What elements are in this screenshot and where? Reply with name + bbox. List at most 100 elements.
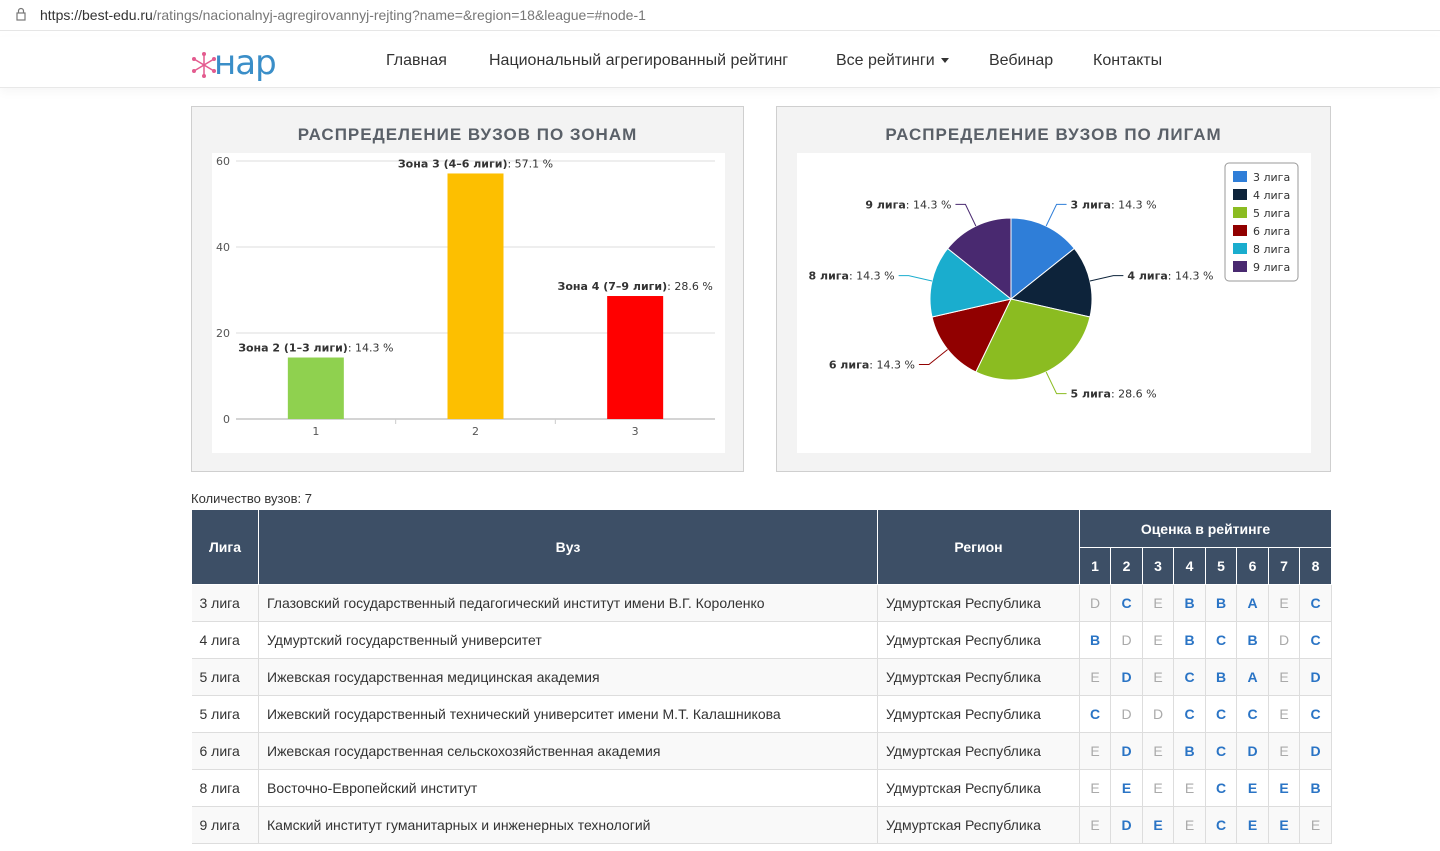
university-name-cell[interactable]: Восточно-Европейский институт xyxy=(258,769,878,807)
pie-slice[interactable] xyxy=(946,217,1012,301)
legend-swatch[interactable] xyxy=(1233,261,1247,272)
header-rating-col[interactable]: 2 xyxy=(1110,547,1143,585)
grade-cell: B xyxy=(1173,584,1206,622)
grade-value[interactable]: C xyxy=(1184,669,1195,685)
legend-label[interactable]: 3 лига xyxy=(1253,171,1290,184)
grade-value[interactable]: E xyxy=(1153,817,1163,833)
pie-slice[interactable] xyxy=(1009,247,1093,318)
grade-value[interactable]: D xyxy=(1310,743,1321,759)
header-region[interactable]: Регион xyxy=(877,509,1080,585)
legend-swatch[interactable] xyxy=(1233,225,1247,236)
bar[interactable] xyxy=(607,296,664,419)
header-rating-col[interactable]: 3 xyxy=(1142,547,1174,585)
pie-label-name: 3 лига xyxy=(1071,198,1111,211)
university-name-cell[interactable]: Ижевская государственная медицинская ака… xyxy=(258,658,878,696)
pie-data-label: 4 лига: 14.3 % xyxy=(1127,270,1213,283)
header-rating-col[interactable]: 5 xyxy=(1205,547,1237,585)
grade-value[interactable]: C xyxy=(1215,743,1227,759)
url-text[interactable]: https://best-edu.ru/ratings/nacionalnyj-… xyxy=(40,7,646,23)
grade-value[interactable]: E xyxy=(1247,780,1258,796)
legend-label[interactable]: 8 лига xyxy=(1253,243,1290,256)
bar-label-value: : 57.1 % xyxy=(507,157,553,170)
grade-cell: D xyxy=(1299,732,1333,770)
grade-value[interactable]: B xyxy=(1215,595,1227,611)
legend-label[interactable]: 9 лига xyxy=(1253,261,1290,274)
grade-cell: C xyxy=(1205,806,1237,844)
grade-value[interactable]: B xyxy=(1184,595,1195,611)
grade-value[interactable]: C xyxy=(1184,706,1195,722)
grade-value[interactable]: B xyxy=(1310,780,1321,796)
legend-label[interactable]: 5 лига xyxy=(1253,207,1290,220)
university-name-cell[interactable]: Камский институт гуманитарных и инженерн… xyxy=(258,806,878,844)
header-rating-col[interactable]: 1 xyxy=(1079,547,1111,585)
header-university[interactable]: Вуз xyxy=(258,509,878,585)
grade-value[interactable]: C xyxy=(1215,817,1227,833)
grade-value[interactable]: D xyxy=(1310,669,1321,685)
pie-data-label: 5 лига: 28.6 % xyxy=(1071,388,1157,401)
grade-value[interactable]: C xyxy=(1121,595,1132,611)
grade-value[interactable]: A xyxy=(1247,669,1258,685)
grade-value[interactable]: B xyxy=(1184,743,1195,759)
grade-value[interactable]: D xyxy=(1121,817,1132,833)
url-path: /ratings/nacionalnyj-agregirovannyj-rejt… xyxy=(152,7,646,23)
header-rating-col[interactable]: 4 xyxy=(1173,547,1206,585)
pie-slice[interactable] xyxy=(1010,217,1076,301)
nav-contacts[interactable]: Контакты xyxy=(1093,52,1163,69)
grade-value[interactable]: D xyxy=(1121,669,1132,685)
pie-slice[interactable] xyxy=(975,298,1091,381)
grade-cell: B xyxy=(1173,732,1206,770)
nav-home[interactable]: Главная xyxy=(386,52,447,69)
grade-value[interactable]: B xyxy=(1247,632,1258,648)
grade-value[interactable]: E xyxy=(1247,817,1258,833)
address-bar[interactable]: https://best-edu.ru/ratings/nacionalnyj-… xyxy=(0,0,1440,31)
legend-swatch[interactable] xyxy=(1233,171,1247,182)
grade-value[interactable]: D xyxy=(1247,743,1258,759)
grade-value[interactable]: A xyxy=(1247,595,1258,611)
grade-value[interactable]: C xyxy=(1215,780,1227,796)
university-name-cell[interactable]: Удмуртский государственный университет xyxy=(258,621,878,659)
grade-value[interactable]: C xyxy=(1310,632,1321,648)
legend-swatch[interactable] xyxy=(1233,243,1247,254)
grade-value[interactable]: B xyxy=(1215,669,1227,685)
pie-label-value: : 14.3 % xyxy=(869,358,915,371)
grade-value[interactable]: B xyxy=(1089,632,1101,648)
grade-cell: C xyxy=(1205,732,1237,770)
pie-slice[interactable] xyxy=(931,298,1012,373)
pie-slice[interactable] xyxy=(929,247,1013,318)
bar[interactable] xyxy=(287,357,344,419)
grade-value[interactable]: B xyxy=(1184,632,1195,648)
grade-value[interactable]: D xyxy=(1121,743,1132,759)
grade-value[interactable]: E xyxy=(1279,817,1289,833)
university-name-cell[interactable]: Ижевская государственная сельскохозяйств… xyxy=(258,732,878,770)
grade-value[interactable]: C xyxy=(1310,706,1321,722)
bar[interactable] xyxy=(447,173,504,419)
nav-webinar[interactable]: Вебинар xyxy=(989,52,1054,69)
grade-value[interactable]: E xyxy=(1279,780,1289,796)
header-rating-col[interactable]: 7 xyxy=(1268,547,1300,585)
legend-swatch[interactable] xyxy=(1233,207,1247,218)
site-logo[interactable]: нар xyxy=(190,43,290,83)
legend-label[interactable]: 4 лига xyxy=(1253,189,1290,202)
grade-value[interactable]: C xyxy=(1247,706,1258,722)
grade-value[interactable]: C xyxy=(1089,706,1101,722)
grade-cell: D xyxy=(1236,732,1269,770)
leagues-pie-chart: 3 лига : 14.3 % 4 лига: 14.3 % 5 лига: 28.6… xyxy=(809,162,1299,401)
legend-swatch[interactable] xyxy=(1233,189,1247,200)
university-name-cell[interactable]: Глазовский государственный педагогически… xyxy=(258,584,878,622)
header-league[interactable]: Лига xyxy=(191,509,259,585)
nav-national-rating[interactable]: Национальный агрегированный рейтинг xyxy=(489,52,789,69)
legend-label[interactable]: 6 лига xyxy=(1253,225,1290,238)
grade-value: E xyxy=(1184,817,1195,833)
nav-all-ratings[interactable]: Все рейтинги xyxy=(836,52,949,70)
grade-value[interactable]: C xyxy=(1215,632,1227,648)
grade-value[interactable]: C xyxy=(1215,706,1227,722)
header-rating-col[interactable]: 8 xyxy=(1298,547,1333,585)
grade-value[interactable]: C xyxy=(1310,595,1321,611)
grade-value[interactable]: E xyxy=(1121,780,1132,796)
grade-cell: C xyxy=(1173,695,1206,733)
university-name-cell[interactable]: Ижевский государственный технический уни… xyxy=(258,695,878,733)
header-rating-col[interactable]: 6 xyxy=(1236,547,1269,585)
grade-value: D xyxy=(1152,706,1164,722)
region-cell: Удмуртская Республика xyxy=(877,621,1080,659)
grade-cell: D xyxy=(1110,695,1143,733)
